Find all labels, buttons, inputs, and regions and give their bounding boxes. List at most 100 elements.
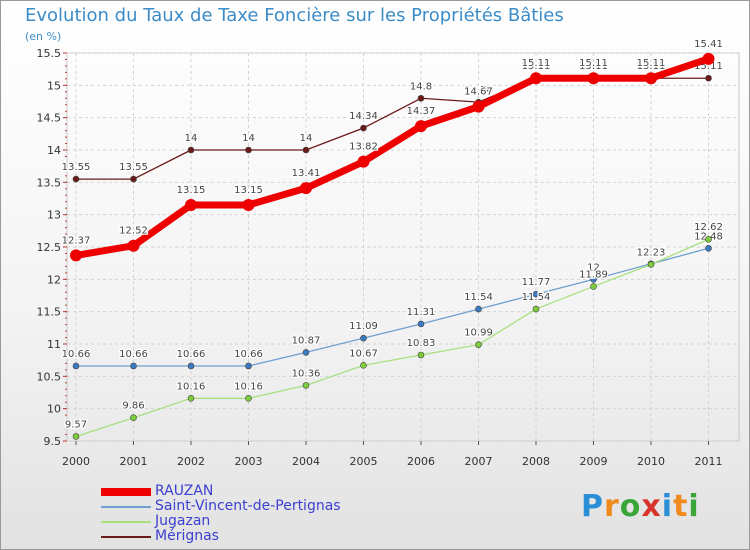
data-label-saint-vincent-de-pertignas: 10.66 (234, 349, 263, 360)
y-tick-label: 12 (47, 273, 61, 286)
legend-label: Saint-Vincent-de-Pertignas (155, 498, 341, 514)
data-point-m-rignas (72, 175, 80, 183)
data-label-saint-vincent-de-pertignas: 11.09 (349, 321, 378, 332)
data-point-jugazan (590, 283, 597, 290)
proxiti-logo: Proxiti (581, 489, 700, 524)
data-point-m-rignas (245, 146, 252, 154)
data-label-m-rignas: 15.11 (579, 61, 608, 72)
x-tick-label: 2005 (350, 455, 378, 468)
data-label-jugazan: 11.54 (522, 292, 551, 303)
x-tick-label: 2001 (120, 455, 148, 468)
data-label-m-rignas: 14 (242, 133, 255, 144)
data-point-jugazan (187, 395, 195, 402)
legend-label: Mérignas (155, 528, 219, 544)
legend-swatch (101, 506, 151, 508)
data-label-jugazan: 12.23 (637, 247, 666, 258)
x-tick-label: 2002 (177, 455, 205, 468)
data-point-saint-vincent-de-pertignas (475, 305, 482, 313)
data-point-saint-vincent-de-pertignas (72, 362, 80, 370)
data-label-saint-vincent-de-pertignas: 11.54 (464, 292, 493, 303)
y-tick-label: 15 (47, 79, 61, 92)
data-point-rauzan (300, 182, 312, 195)
legend-swatch (101, 521, 151, 523)
x-tick-label: 2009 (580, 455, 608, 468)
data-label-m-rignas: 13.55 (62, 162, 91, 173)
x-tick-label: 2003 (235, 455, 263, 468)
y-tick-label: 11 (47, 338, 61, 351)
data-label-jugazan: 9.86 (122, 401, 144, 412)
y-tick-label: 12.5 (37, 241, 62, 254)
data-label-m-rignas: 14 (185, 133, 198, 144)
data-point-rauzan (415, 120, 427, 133)
y-tick-label: 15.5 (37, 47, 62, 60)
data-label-rauzan: 13.15 (234, 185, 263, 196)
x-tick-label: 2004 (292, 455, 320, 468)
data-label-m-rignas: 14 (300, 133, 313, 144)
data-point-jugazan (245, 395, 252, 402)
data-point-saint-vincent-de-pertignas (130, 362, 137, 370)
chart-unit: (en %) (25, 30, 62, 43)
data-label-rauzan: 15.41 (694, 39, 723, 50)
data-label-m-rignas: 15.11 (522, 61, 551, 72)
legend-swatch (101, 488, 151, 496)
legend-label: Jugazan (155, 513, 211, 529)
data-point-rauzan (645, 72, 657, 85)
data-point-jugazan (647, 261, 655, 268)
data-label-saint-vincent-de-pertignas: 10.66 (119, 349, 148, 360)
data-point-rauzan (185, 198, 197, 211)
data-label-saint-vincent-de-pertignas: 11.31 (407, 307, 436, 318)
y-tick-label: 14.5 (37, 112, 62, 125)
data-point-m-rignas (705, 74, 712, 82)
data-label-jugazan: 10.16 (177, 381, 206, 392)
data-label-jugazan: 10.16 (234, 381, 263, 392)
data-point-rauzan (587, 72, 600, 85)
data-point-rauzan (472, 100, 485, 113)
data-label-rauzan: 15.11 (522, 58, 551, 69)
data-label-saint-vincent-de-pertignas: 10.87 (292, 335, 321, 346)
data-point-rauzan (357, 155, 370, 168)
data-point-saint-vincent-de-pertignas (705, 244, 712, 252)
series-line-jugazan (75, 238, 710, 438)
x-tick-label: 2000 (62, 455, 90, 468)
y-tick-label: 13 (47, 209, 61, 222)
data-label-m-rignas: 14.34 (349, 111, 378, 122)
data-point-rauzan (242, 198, 255, 211)
data-point-rauzan (530, 72, 542, 85)
data-label-saint-vincent-de-pertignas: 12 (587, 262, 600, 273)
data-label-m-rignas: 13.55 (119, 162, 148, 173)
data-label-jugazan: 10.67 (349, 348, 378, 359)
x-tick-label: 2007 (465, 455, 493, 468)
series-line-m-rignas (75, 77, 710, 180)
data-label-rauzan: 14.37 (407, 106, 436, 117)
data-label-rauzan: 14.67 (464, 87, 493, 98)
x-tick-label: 2011 (695, 455, 723, 468)
data-label-rauzan: 13.41 (292, 168, 321, 179)
x-tick-label: 2008 (522, 455, 550, 468)
y-tick-label: 11.5 (37, 306, 62, 319)
data-label-jugazan: 9.57 (65, 419, 87, 430)
data-label-saint-vincent-de-pertignas: 10.66 (177, 349, 206, 360)
data-point-saint-vincent-de-pertignas (532, 290, 540, 298)
data-point-jugazan (705, 235, 712, 243)
data-point-m-rignas (130, 175, 137, 183)
data-point-m-rignas (417, 94, 425, 102)
x-tick-label: 2006 (407, 455, 435, 468)
data-point-rauzan (127, 239, 140, 252)
data-label-m-rignas: 15.11 (637, 61, 666, 72)
data-point-saint-vincent-de-pertignas (417, 320, 425, 328)
x-tick-label: 2010 (637, 455, 665, 468)
data-point-jugazan (532, 305, 540, 313)
data-label-jugazan: 11.89 (579, 269, 608, 280)
data-label-rauzan: 13.82 (349, 142, 378, 153)
y-tick-label: 9.5 (44, 435, 62, 448)
y-tick-label: 10.5 (37, 370, 62, 383)
series-line-rauzan (72, 55, 712, 259)
chart-title: Evolution du Taux de Taxe Foncière sur l… (25, 5, 564, 26)
data-point-m-rignas (360, 124, 367, 132)
data-label-jugazan: 12.62 (694, 222, 723, 233)
data-label-m-rignas: 14.8 (410, 81, 432, 92)
y-tick-label: 14 (47, 144, 61, 157)
data-point-saint-vincent-de-pertignas (187, 362, 195, 370)
y-tick-label: 10 (47, 403, 61, 416)
